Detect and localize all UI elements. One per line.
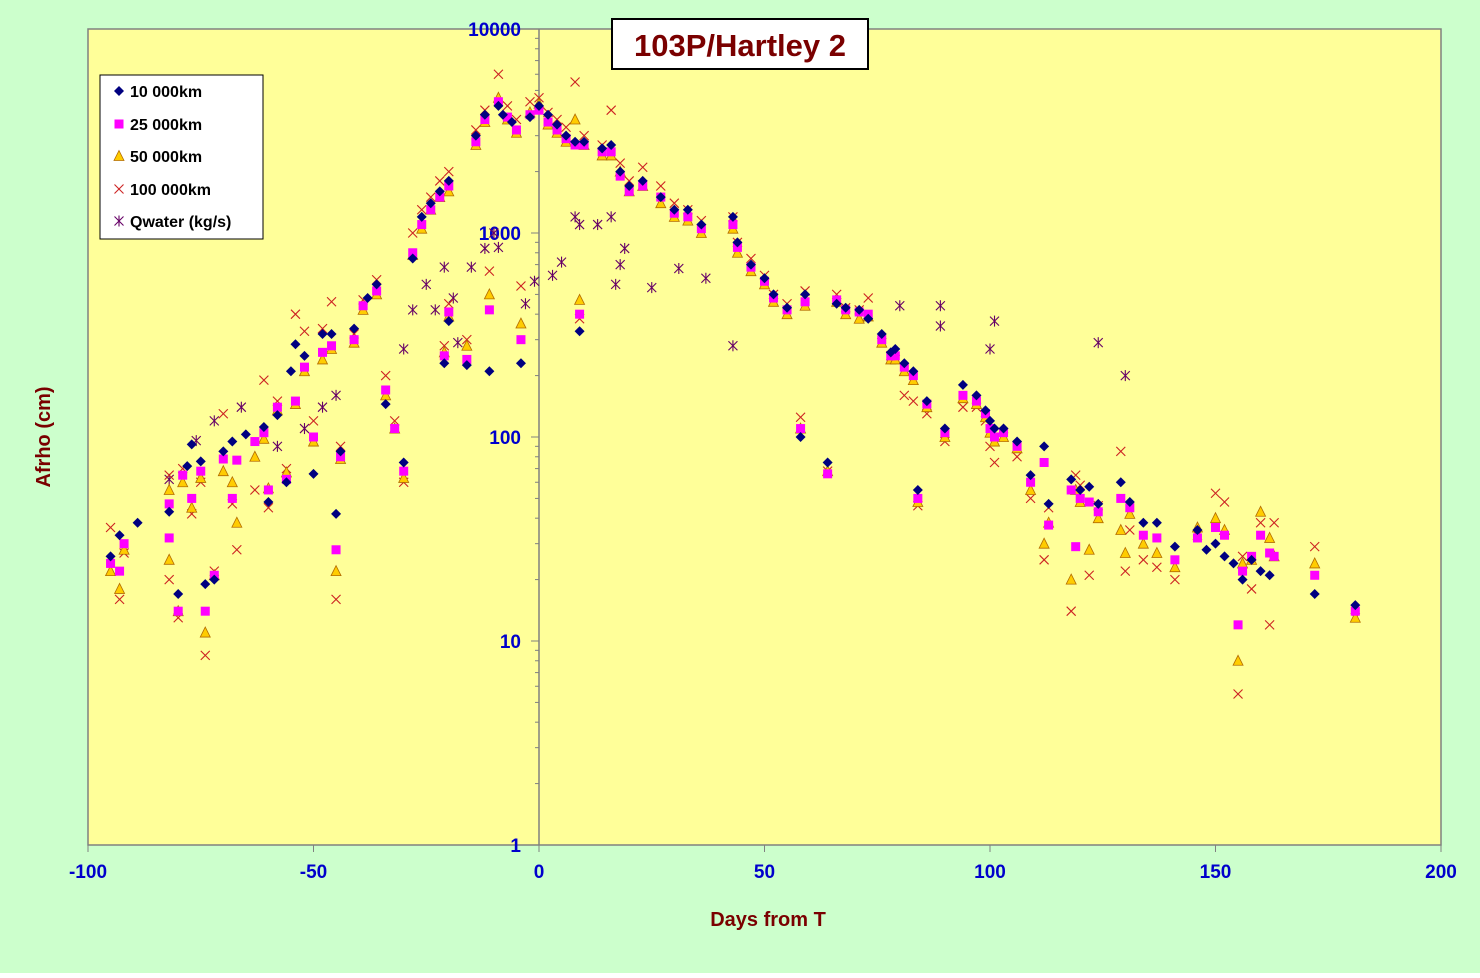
data-point-square [1310,570,1320,580]
data-point-square [1138,530,1148,540]
data-point-square [1044,520,1054,530]
data-point-square [1269,551,1279,561]
legend-box [99,74,264,240]
data-point-square [232,455,242,465]
data-point-square [511,125,521,135]
data-point-square [187,493,197,503]
data-point-square [399,466,409,476]
y-tick-label: 10 [500,632,521,653]
x-tick-label: 200 [1425,862,1457,883]
x-axis-title: Days from T [710,909,826,931]
data-point-square [1116,493,1126,503]
y-tick-label: 1000 [479,224,521,245]
data-point-square [178,470,188,480]
data-point-square [173,606,183,616]
x-tick-label: -50 [300,862,327,883]
y-tick-label: 10000 [468,20,521,41]
y-tick-label: 100 [489,428,521,449]
data-point-square [327,341,337,351]
data-point-square [990,432,1000,442]
data-point-square [349,335,359,345]
data-point-square [196,466,206,476]
data-point-square [1066,485,1076,495]
data-point-square [516,335,526,345]
data-point-square [331,545,341,555]
data-point-square [299,362,309,372]
y-tick-label: 1 [510,836,521,857]
axes: 1 10 100 1000 10000 -100 -50 0 50 100 150 200 [69,20,1457,883]
y-axis-title: Afrho (cm) [33,386,55,487]
data-point-square [390,424,400,434]
legend-entry-25000: 25 000km [114,117,202,134]
data-point-square [913,493,923,503]
data-point-square [358,301,368,311]
data-point-square [119,539,129,549]
x-tick-label: -100 [69,862,107,883]
data-point-square [1220,530,1230,540]
data-point-square [1211,523,1220,533]
data-point-square [1075,493,1085,503]
legend-marker-square [114,119,124,129]
legend-label: 10 000km [130,84,202,101]
x-tick-label: 0 [534,862,545,883]
legend-entry-qwater: Qwater (kg/s) [113,214,231,231]
data-point-square [381,385,391,395]
data-point-square [227,493,237,503]
data-point-square [318,347,328,357]
data-point-square [115,566,125,576]
data-point-square [200,606,210,616]
legend-label: 100 000km [130,182,211,199]
legend-entry-10000: 10 000km [114,84,202,101]
x-tick-label: 150 [1200,862,1232,883]
legend: 10 000km 25 000km 50 000km 100 000km Qwa… [99,74,264,240]
data-point-square [1152,533,1162,543]
data-point-square [263,485,273,495]
data-point-square [1039,457,1049,467]
chart-title: 103P/Hartley 2 [634,28,846,63]
data-point-square [958,390,968,400]
data-point-square [796,424,806,434]
data-point-square [823,469,833,479]
legend-label: 25 000km [130,117,202,134]
data-point-square [1233,620,1243,630]
data-point-square [1238,566,1248,576]
data-point-square [250,437,260,447]
data-point-square [164,533,174,543]
data-point-square [484,305,494,315]
data-point-square [309,432,318,442]
data-point-square [575,309,585,319]
x-tick-label: 50 [754,862,775,883]
x-tick-label: 100 [974,862,1006,883]
data-point-square [1170,555,1180,565]
data-point-square [1071,542,1081,552]
data-point-square [290,396,300,406]
legend-label: 50 000km [130,149,202,166]
legend-entry-50000: 50 000km [113,149,202,166]
data-point-square [1084,497,1094,507]
data-point-square [444,307,454,317]
legend-label: Qwater (kg/s) [130,214,231,231]
chart-title-box: 103P/Hartley 2 [611,18,869,70]
plot-area [87,28,1442,846]
data-point-square [1256,530,1266,540]
legend-entry-100000: 100 000km [113,182,211,199]
